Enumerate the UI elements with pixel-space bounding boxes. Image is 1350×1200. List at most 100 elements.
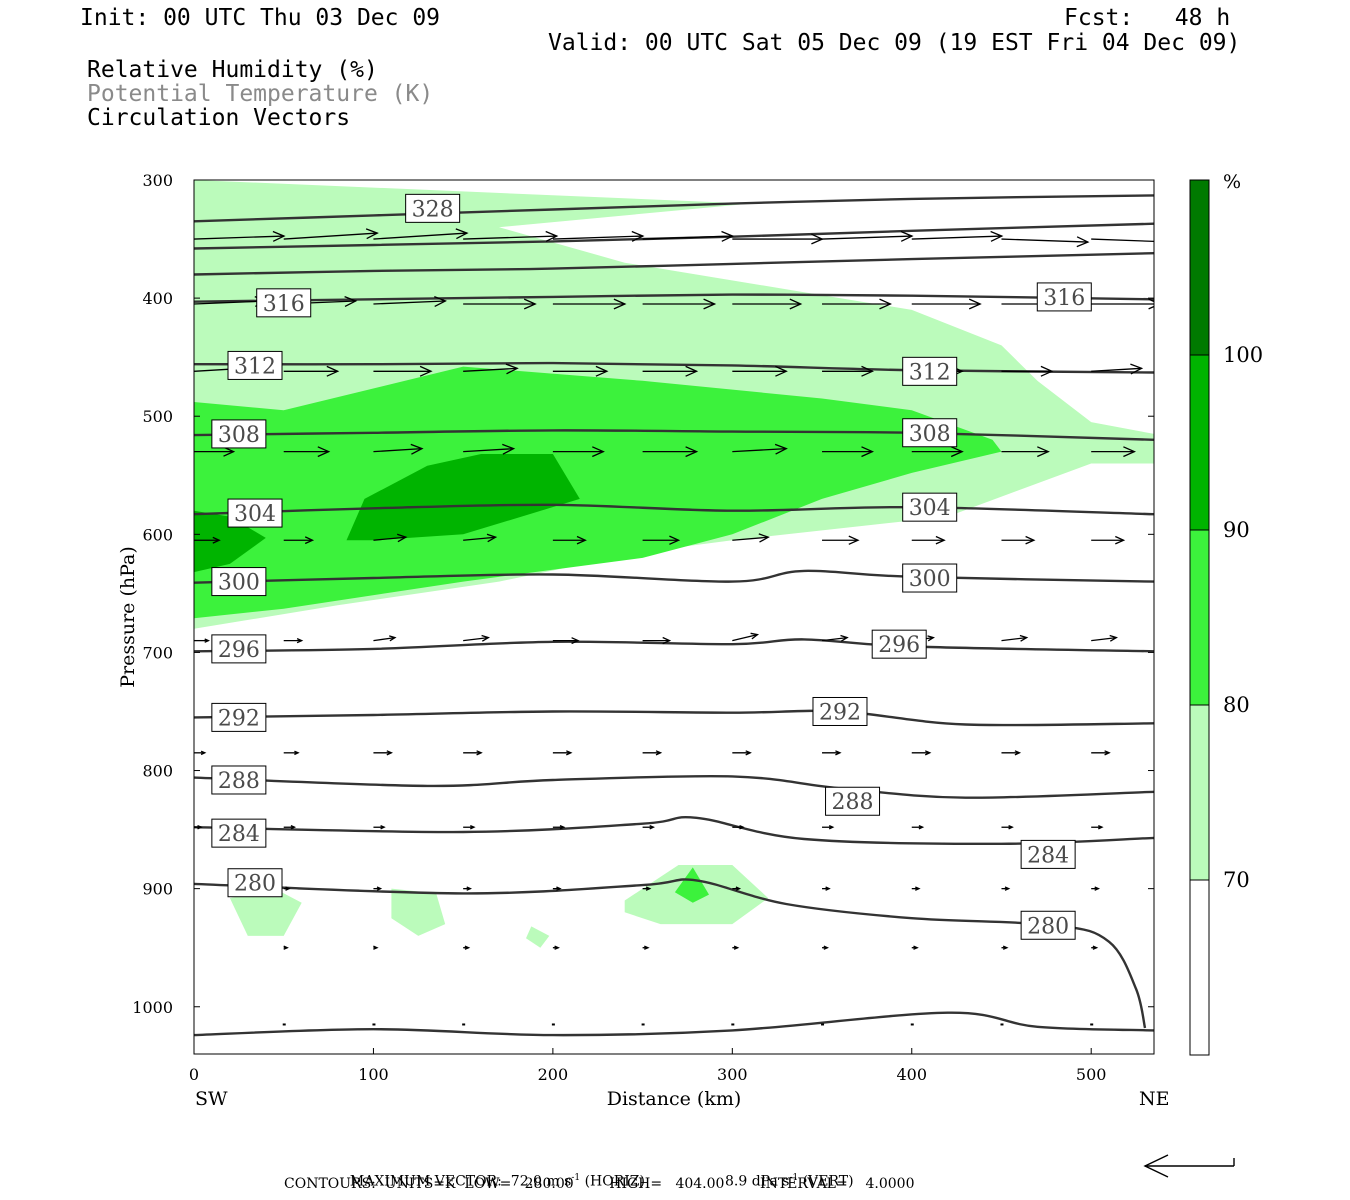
circulation-vector-head xyxy=(924,750,932,756)
theta-contour-line xyxy=(194,293,1154,303)
circulation-vector-head xyxy=(950,446,964,458)
x-tick-label: 400 xyxy=(896,1065,927,1084)
theta-label-box xyxy=(211,702,267,732)
footer-contour-info: CONTOURS: UNITS=K LOW= 280.00 HIGH= 404.… xyxy=(284,1176,915,1192)
init-time: Init: 00 UTC Thu 03 Dec 09 xyxy=(80,5,441,31)
circulation-vector-head xyxy=(386,750,393,756)
circulation-vector-head xyxy=(645,886,652,891)
rh-region-80 xyxy=(674,867,709,903)
circulation-vector-head xyxy=(523,298,537,310)
theta-label-box xyxy=(211,567,267,597)
circulation-vector xyxy=(372,1023,376,1026)
circulation-vector xyxy=(551,1023,555,1026)
theta-contour-labels: 328 316 316 312 312 308 308 304 304 300 300 296 296 2… xyxy=(211,193,1092,940)
circulation-vector-head xyxy=(595,365,609,377)
circulation-vector xyxy=(463,447,514,453)
circulation-vector-head xyxy=(1019,634,1029,642)
theta-label-box xyxy=(211,765,267,795)
circulation-vector-head xyxy=(285,886,291,891)
colorbar-label: 100 xyxy=(1223,343,1263,367)
circulation-vector xyxy=(822,235,913,240)
circulation-vector-head xyxy=(283,945,289,950)
x-tick-label: 100 xyxy=(358,1065,389,1084)
y-tick-label: 300 xyxy=(142,171,173,190)
rh-region-70 xyxy=(526,926,550,948)
circulation-vector-head xyxy=(571,637,580,645)
theta-label-box xyxy=(902,356,958,386)
circulation-vector-head xyxy=(466,886,472,891)
circulation-vector-head xyxy=(365,228,379,240)
theta-label: 304 xyxy=(909,496,951,521)
circulation-vector-head xyxy=(721,230,735,242)
theta-label: 308 xyxy=(218,423,260,448)
theta-label-box xyxy=(1036,282,1092,312)
circulation-vector-head xyxy=(294,750,300,756)
circulation-vector-head xyxy=(1002,945,1009,950)
circulation-vector-head xyxy=(304,536,315,545)
circulation-vector-head xyxy=(455,228,469,240)
circulation-vector-head xyxy=(502,443,516,455)
circulation-vector-head xyxy=(1014,750,1022,756)
circulation-vector-head xyxy=(685,446,699,458)
circulation-vector-head xyxy=(317,446,331,458)
circulation-vector-head xyxy=(1098,825,1104,830)
circulation-vector xyxy=(373,447,423,453)
theta-contour-line xyxy=(194,429,1154,441)
theta-label: 280 xyxy=(234,872,276,897)
circulation-vector-head xyxy=(545,230,559,242)
circulation-vector-head xyxy=(592,446,605,458)
circulation-vector-head xyxy=(1104,750,1111,756)
colorbar-label: 80 xyxy=(1223,693,1250,717)
theta-label: 300 xyxy=(909,567,951,592)
horiz-tag: (HORIZ) xyxy=(584,1173,645,1190)
circulation-vector-head xyxy=(1008,825,1014,830)
circulation-vector-head xyxy=(1004,886,1011,891)
theta-contour-line xyxy=(194,252,1154,276)
rh-region-80 xyxy=(194,366,1002,619)
theta-label: 292 xyxy=(218,706,260,731)
circulation-vector-head xyxy=(745,750,752,756)
circulation-vector-head xyxy=(197,825,203,830)
circulation-vector-head xyxy=(840,634,849,642)
colorbar-swatch xyxy=(1190,530,1209,705)
theta-label: 312 xyxy=(909,360,951,385)
circulation-vector-head xyxy=(915,886,921,891)
colorbar-swatch xyxy=(1190,180,1209,355)
rh-colorbar: 100 90 80 70 xyxy=(1189,179,1263,1056)
circulation-vector-head xyxy=(775,365,788,377)
theta-label-box xyxy=(902,492,958,522)
colorbar-label: 90 xyxy=(1223,518,1250,542)
circulation-vector-head xyxy=(758,533,770,543)
theta-contour-line xyxy=(194,503,1154,516)
circulation-vector-head xyxy=(373,945,379,950)
circulation-vector-head xyxy=(828,825,835,830)
theta-label: 292 xyxy=(819,700,861,725)
circulation-vector xyxy=(462,1023,466,1026)
circulation-vector-head xyxy=(486,533,498,543)
circulation-vector-head xyxy=(900,230,914,242)
theta-label: 300 xyxy=(218,571,260,596)
theta-label-box xyxy=(405,193,461,223)
field-vectors-title: Circulation Vectors xyxy=(87,105,351,131)
theta-label-box xyxy=(902,563,958,593)
circulation-vector xyxy=(911,235,1002,240)
circulation-vector-head xyxy=(825,886,831,891)
circulation-vector-head xyxy=(913,945,919,950)
circulation-vector-head xyxy=(1025,535,1036,545)
circulation-vector-head xyxy=(326,365,340,377)
y-tick-label: 900 xyxy=(142,880,173,899)
circulation-vector xyxy=(821,1023,825,1026)
theta-label: 304 xyxy=(234,502,276,527)
circulation-vector-head xyxy=(1094,886,1100,891)
colorbar-frame xyxy=(1189,179,1210,1056)
rh-region-70 xyxy=(229,888,302,936)
circulation-vector-head xyxy=(789,298,803,310)
theta-label-box xyxy=(227,498,283,528)
circulation-vector xyxy=(910,1023,914,1026)
valid-time: Valid: 00 UTC Sat 05 Dec 09 (19 EST Fri … xyxy=(548,30,1241,56)
circulation-vector xyxy=(1091,367,1142,372)
circulation-vector-head xyxy=(1092,945,1099,950)
circulation-vector-head xyxy=(470,825,476,830)
circulation-vector-head xyxy=(735,886,742,891)
